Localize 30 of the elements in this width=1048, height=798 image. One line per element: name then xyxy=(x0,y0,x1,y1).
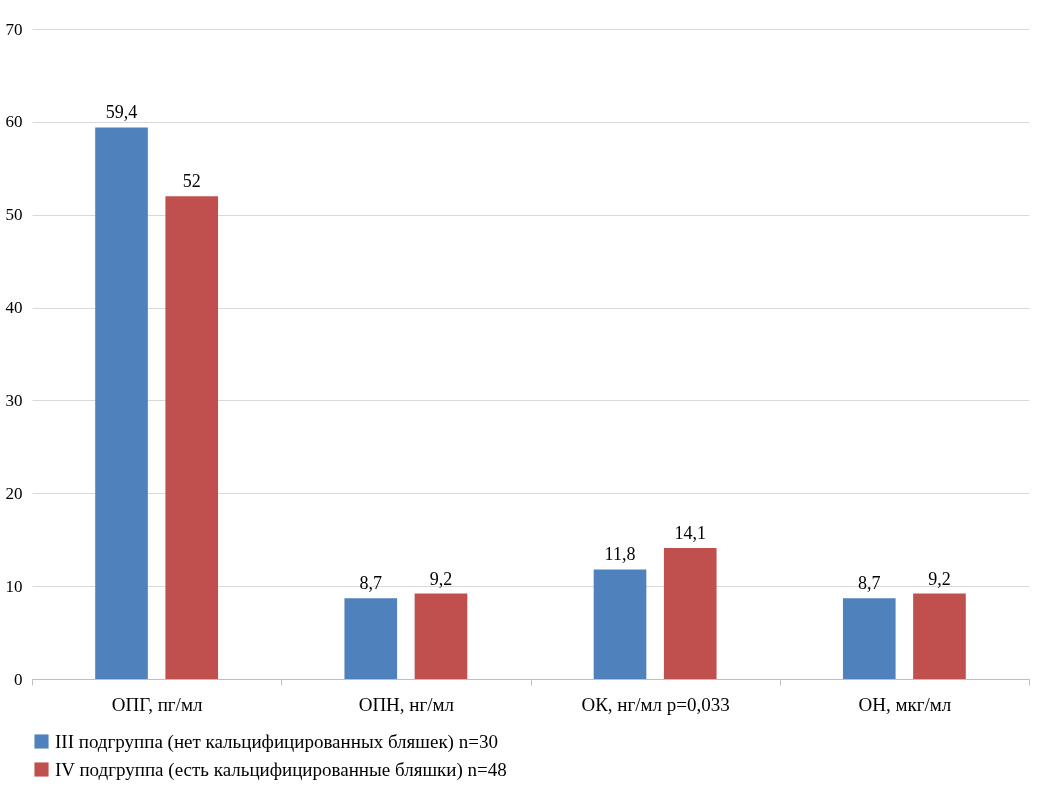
bar xyxy=(663,548,717,679)
bar xyxy=(165,196,219,679)
x-tick-label: ОК, нг/мл p=0,033 xyxy=(581,693,730,715)
y-tick-label: 20 xyxy=(5,483,23,503)
y-tick-label: 50 xyxy=(5,205,23,225)
data-label: 11,8 xyxy=(604,544,636,565)
x-tick-label: ОПН, нг/мл xyxy=(358,693,455,715)
bar xyxy=(95,127,148,679)
data-label: 59,4 xyxy=(105,102,138,123)
y-tick-label: 10 xyxy=(5,576,23,596)
data-label: 14,1 xyxy=(674,523,706,544)
data-label: 9,2 xyxy=(928,568,951,589)
data-label: 8,7 xyxy=(359,573,383,594)
legend-label: III подгруппа (нет кальцифицированных бляшек) n=30 xyxy=(55,730,498,753)
data-label: 8,7 xyxy=(858,573,881,594)
bar xyxy=(414,593,468,679)
y-tick-label: 30 xyxy=(5,390,23,410)
y-tick-label: 40 xyxy=(5,298,23,318)
data-label: 9,2 xyxy=(429,568,453,589)
y-tick-label: 70 xyxy=(5,19,23,39)
x-tick-label: ОПГ, пг/мл xyxy=(111,693,203,715)
bar xyxy=(913,593,966,679)
y-tick-label: 0 xyxy=(14,669,23,689)
bar xyxy=(344,598,398,679)
bar xyxy=(593,569,647,679)
legend-label: IV подгруппа (есть кальцифицированные бляшки) n=48 xyxy=(55,758,507,781)
data-label: 52 xyxy=(182,171,201,192)
x-tick-label: ОН, мкг/мл xyxy=(858,693,952,715)
y-tick-label: 60 xyxy=(5,112,23,132)
bar xyxy=(842,598,896,679)
